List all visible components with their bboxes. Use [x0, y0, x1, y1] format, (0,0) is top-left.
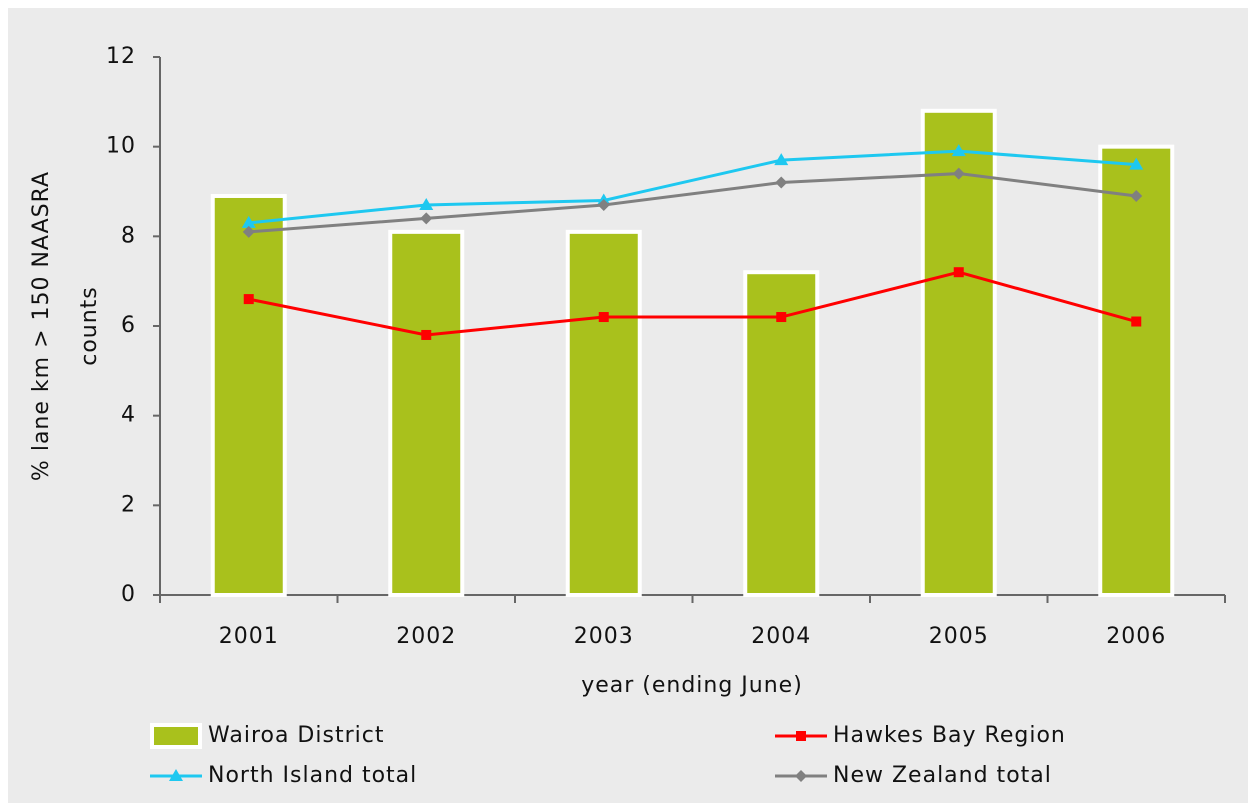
y-tick-label: 12	[106, 44, 136, 69]
marker	[241, 215, 256, 228]
legend-marker	[796, 731, 806, 741]
legend-label: North Island total	[208, 763, 417, 788]
x-tick-label: 2002	[396, 624, 456, 649]
marker	[242, 225, 255, 238]
bar	[920, 108, 997, 598]
legend-marker	[169, 769, 183, 781]
bar	[388, 229, 465, 597]
y-tick-label: 6	[121, 313, 136, 338]
marker	[1130, 189, 1143, 202]
marker	[421, 329, 432, 340]
marker	[774, 153, 789, 166]
marker	[243, 294, 254, 305]
x-tick-label: 2005	[929, 624, 989, 649]
legend-swatch	[150, 723, 202, 749]
y-axis-title: % lane km > 150 NAASRA	[29, 171, 54, 481]
marker	[419, 197, 434, 210]
marker	[598, 312, 609, 323]
marker	[951, 144, 966, 157]
line	[248, 270, 1137, 337]
x-axis-title: year (ending June)	[581, 673, 803, 698]
line	[248, 172, 1137, 234]
marker	[1129, 157, 1144, 170]
marker	[953, 267, 964, 278]
y-axis-title: counts	[77, 286, 102, 366]
y-tick-label: 0	[121, 582, 136, 607]
bar	[1098, 144, 1175, 598]
x-tick-label: 2006	[1106, 624, 1166, 649]
x-tick-label: 2003	[574, 624, 634, 649]
x-tick-label: 2001	[219, 624, 279, 649]
y-tick-label: 10	[106, 134, 136, 159]
marker	[597, 198, 610, 211]
marker	[1131, 316, 1142, 327]
y-tick-label: 8	[121, 223, 136, 248]
legend-label: Wairoa District	[208, 723, 384, 748]
legend-label: New Zealand total	[833, 763, 1052, 788]
line	[248, 149, 1137, 225]
y-tick-label: 4	[121, 403, 136, 428]
legend-marker	[795, 770, 807, 782]
bar	[565, 229, 642, 597]
marker	[952, 167, 965, 180]
legend-label: Hawkes Bay Region	[833, 723, 1066, 748]
marker	[420, 212, 433, 225]
marker	[776, 312, 787, 323]
marker	[775, 176, 788, 189]
y-tick-label: 2	[121, 492, 136, 517]
bar	[743, 270, 820, 597]
bar	[210, 193, 287, 597]
x-tick-label: 2004	[751, 624, 811, 649]
